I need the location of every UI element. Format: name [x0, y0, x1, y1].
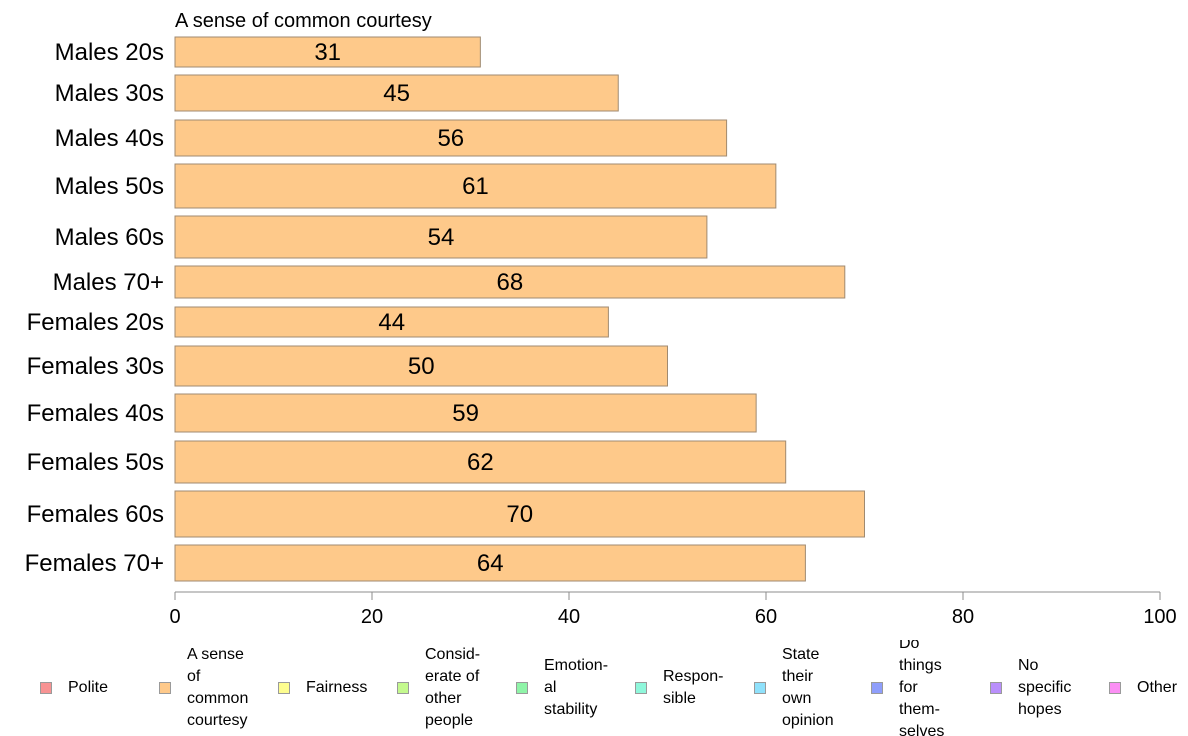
category-label: Males 30s [55, 80, 164, 107]
bar-value-label: 61 [462, 173, 489, 200]
bar-9 [174, 440, 787, 484]
chart-title: A sense of common courtesy [175, 10, 432, 32]
legend-label: Other [1137, 679, 1178, 696]
legend-item: Fairness [278, 640, 367, 736]
legend-item: Emotion- al stability [516, 640, 608, 736]
bar-value-label: 70 [506, 501, 533, 528]
bar-value-label: 45 [383, 80, 410, 107]
x-tick-label: 80 [952, 606, 974, 628]
bar-5 [174, 265, 846, 299]
category-label: Females 30s [27, 353, 164, 380]
category-label: Males 20s [55, 39, 164, 66]
x-tick-label: 0 [169, 606, 180, 628]
legend-item: Other [1109, 640, 1177, 736]
legend-label: Do things for them- selves [899, 640, 945, 736]
legend-item: Polite [40, 640, 108, 736]
legend-item: A sense of common courtesy [159, 640, 248, 736]
x-tick-label: 60 [755, 606, 777, 628]
legend-swatch [40, 682, 52, 694]
category-label: Females 70+ [25, 550, 164, 577]
legend-swatch [397, 682, 409, 694]
bar-value-label: 64 [477, 550, 504, 577]
legend-swatch [635, 682, 647, 694]
legend-swatch [871, 682, 883, 694]
category-label: Females 40s [27, 400, 164, 427]
legend-swatch [278, 682, 290, 694]
category-label: Males 70+ [53, 269, 164, 296]
bar-11 [174, 544, 806, 582]
legend-swatch [516, 682, 528, 694]
legend-label: Polite [68, 679, 109, 696]
bar-2 [174, 119, 728, 157]
category-label: Females 60s [27, 501, 164, 528]
legend-label: State their own opinion [782, 646, 834, 729]
legend-label: Emotion- al stability [544, 657, 609, 718]
legend-swatch [159, 682, 171, 694]
bar-value-label: 68 [497, 269, 524, 296]
legend-item: Do things for them- selves [871, 640, 944, 736]
bar-chart: A sense of common courtesy 31 Males 20s 45… [25, 10, 1177, 628]
legend-item: Respon- sible [635, 640, 723, 736]
bar-7 [174, 345, 668, 387]
bar-value-label: 59 [452, 400, 479, 427]
x-tick-label: 20 [361, 606, 383, 628]
bar-value-label: 56 [437, 125, 464, 152]
legend-label: Respon- sible [663, 668, 724, 707]
legend-item: No specific hopes [990, 640, 1071, 736]
bar-0 [174, 36, 481, 68]
bar-value-label: 31 [314, 39, 341, 66]
x-tick-label: 100 [1143, 606, 1176, 628]
legend-label: No specific hopes [1018, 657, 1072, 718]
x-tick-label: 40 [558, 606, 580, 628]
bar-1 [174, 74, 619, 112]
category-label: Males 50s [55, 173, 164, 200]
bar-3 [174, 163, 777, 209]
legend: Polite A sense of common courtesy Fairness… [0, 640, 1188, 736]
bar-value-label: 54 [428, 224, 455, 251]
legend-item: State their own opinion [754, 640, 834, 736]
legend-label: Fairness [306, 679, 368, 696]
category-label: Males 60s [55, 224, 164, 251]
bar-value-label: 44 [378, 309, 405, 336]
legend-item: Consid- erate of other people [397, 640, 480, 736]
legend-label: A sense of common courtesy [187, 646, 249, 729]
category-label: Females 50s [27, 449, 164, 476]
category-label: Males 40s [55, 125, 164, 152]
bar-6 [174, 306, 609, 338]
bar-10 [174, 490, 865, 538]
bar-value-label: 62 [467, 449, 494, 476]
legend-label: Consid- erate of other people [425, 646, 481, 729]
legend-swatch [1109, 682, 1121, 694]
bar-value-label: 50 [408, 353, 435, 380]
legend-swatch [754, 682, 766, 694]
category-label: Females 20s [27, 309, 164, 336]
bar-8 [174, 393, 757, 433]
bar-4 [174, 215, 708, 259]
legend-swatch [990, 682, 1002, 694]
